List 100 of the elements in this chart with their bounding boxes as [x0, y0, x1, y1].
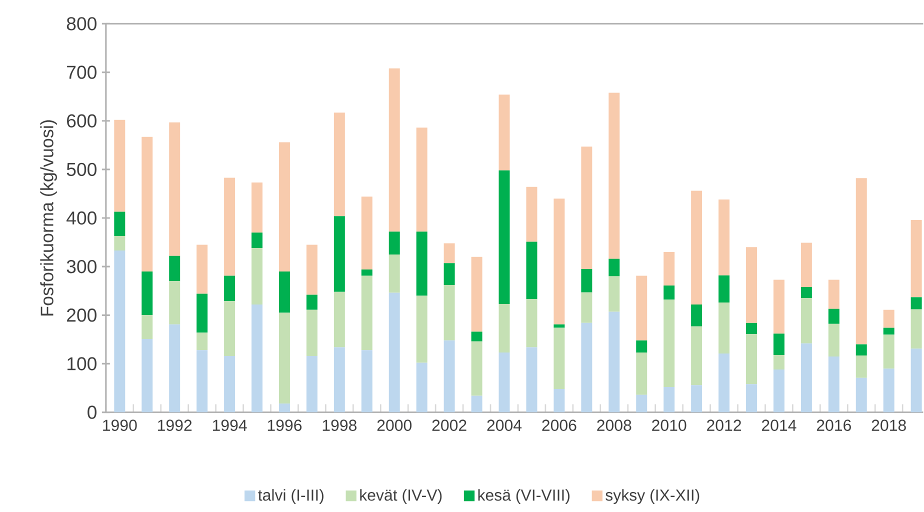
- bar: [800, 298, 812, 344]
- y-tick-label: 200: [67, 308, 96, 322]
- bar: [169, 122, 180, 256]
- bar: [910, 220, 922, 298]
- x-tick-label: 1996: [268, 420, 302, 432]
- x-tick-label: 1990: [103, 420, 137, 432]
- bar: [388, 232, 400, 255]
- bar: [361, 276, 372, 350]
- bar: [910, 310, 922, 349]
- bar: [828, 280, 840, 310]
- bar: [388, 254, 400, 294]
- x-tick-label: 2000: [377, 420, 412, 432]
- bar: [361, 350, 372, 413]
- bar: [800, 243, 812, 288]
- bar: [691, 191, 702, 305]
- bar: [746, 247, 757, 324]
- bar: [664, 300, 675, 388]
- bar: [388, 68, 400, 232]
- x-tick-label: 2008: [597, 420, 632, 432]
- bar: [800, 344, 812, 413]
- legend-label: talvi (I-III): [258, 489, 324, 504]
- bar: [746, 384, 757, 413]
- bar: [910, 348, 922, 413]
- bar: [718, 354, 730, 413]
- bar: [334, 292, 345, 348]
- bar: [636, 395, 648, 413]
- bar: [361, 270, 372, 276]
- bar: [498, 304, 510, 353]
- bar: [471, 332, 482, 342]
- bar: [252, 248, 263, 305]
- bar: [196, 350, 208, 413]
- x-tick-label: 1998: [322, 420, 356, 432]
- x-tick-label: 2016: [816, 420, 851, 432]
- bar: [142, 137, 153, 272]
- bar: [306, 356, 318, 413]
- bar: [416, 296, 428, 363]
- bar: [691, 326, 702, 386]
- y-tick-label: 500: [66, 163, 96, 176]
- bar: [718, 302, 730, 354]
- bar: [856, 356, 867, 378]
- bar: [224, 276, 236, 302]
- bar: [278, 272, 290, 313]
- x-tick-label: 1992: [158, 420, 192, 432]
- bar: [526, 242, 538, 300]
- y-tick-label: 700: [67, 66, 96, 80]
- bar: [114, 212, 126, 236]
- bar: [416, 232, 428, 296]
- bar: [828, 324, 840, 357]
- bar: [773, 355, 784, 370]
- bar: [114, 120, 126, 212]
- bar: [883, 368, 894, 413]
- bar: [691, 304, 702, 327]
- bar: [664, 387, 675, 413]
- bar: [664, 252, 675, 286]
- bar: [471, 342, 482, 396]
- bar: [142, 315, 153, 340]
- bar: [664, 286, 675, 300]
- bar: [471, 257, 482, 332]
- bar: [581, 146, 592, 270]
- bar: [142, 339, 153, 413]
- bar: [581, 323, 592, 413]
- bar: [554, 198, 565, 325]
- bar: [306, 294, 318, 310]
- bar: [444, 285, 455, 341]
- bar: [773, 370, 784, 413]
- bar: [278, 142, 290, 272]
- bar: [114, 236, 126, 251]
- bar: [388, 293, 400, 413]
- bar: [746, 334, 757, 384]
- bar: [773, 334, 784, 356]
- bar: [718, 276, 730, 303]
- x-tick-label: 2002: [432, 420, 466, 432]
- bar: [608, 259, 620, 277]
- bar: [416, 128, 428, 232]
- bar: [800, 287, 812, 298]
- bar: [883, 310, 894, 328]
- bar: [498, 94, 510, 171]
- bar: [306, 310, 318, 356]
- bar: [883, 328, 894, 335]
- x-tick-label: 2018: [872, 420, 906, 432]
- x-tick-label: 1994: [212, 420, 247, 432]
- bar: [608, 276, 620, 312]
- bar: [306, 244, 318, 295]
- bar: [278, 404, 290, 413]
- y-tick-label: 300: [66, 260, 96, 274]
- y-tick-label: 100: [68, 357, 96, 371]
- bar: [252, 182, 263, 233]
- bar: [581, 269, 592, 293]
- bar: [554, 389, 565, 413]
- bar: [498, 170, 510, 304]
- x-tick-label: 2006: [542, 420, 576, 432]
- bar: [856, 178, 867, 345]
- legend-label: syksy (IX-XII): [606, 489, 700, 504]
- bar: [169, 324, 180, 413]
- bar: [526, 299, 538, 348]
- bar: [498, 352, 510, 413]
- bar: [636, 352, 648, 396]
- bar: [444, 243, 455, 264]
- bar: [773, 280, 784, 334]
- bar: [910, 297, 922, 310]
